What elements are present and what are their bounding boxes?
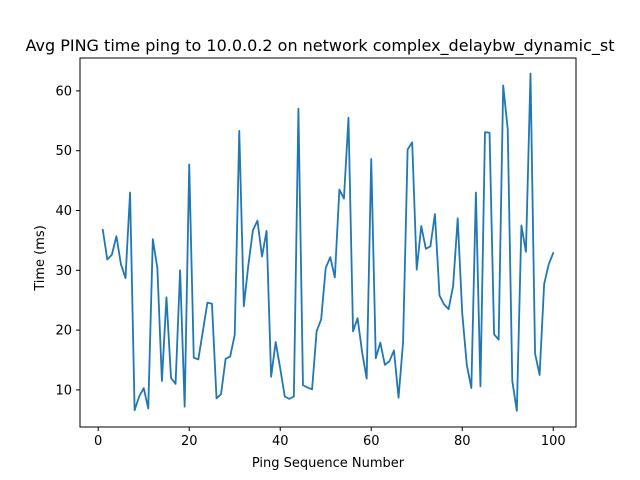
plot-frame [79,57,577,428]
x-tick-label: 100 [541,434,566,449]
y-tick-label: 50 [55,144,72,159]
x-tick-label: 20 [181,434,198,449]
plot-area [79,57,577,428]
x-axis-ticks: 0 20 40 60 80 100 [94,427,566,449]
chart-title: Avg PING time ping to 10.0.0.2 on networ… [26,36,615,56]
x-tick-label: 40 [272,434,289,449]
x-tick-label: 0 [94,434,102,449]
y-axis-ticks: 10 20 30 40 50 60 [55,84,80,398]
y-axis-label: Time (ms) [33,225,48,292]
series-line [101,72,555,412]
x-tick-label: 60 [363,434,380,449]
y-tick-label: 10 [55,383,72,398]
y-tick-label: 60 [55,84,72,99]
y-tick-label: 30 [55,264,72,279]
y-tick-label: 40 [55,204,72,219]
x-tick-label: 80 [454,434,471,449]
y-tick-label: 20 [55,324,72,339]
x-axis-label: Ping Sequence Number [252,456,405,471]
